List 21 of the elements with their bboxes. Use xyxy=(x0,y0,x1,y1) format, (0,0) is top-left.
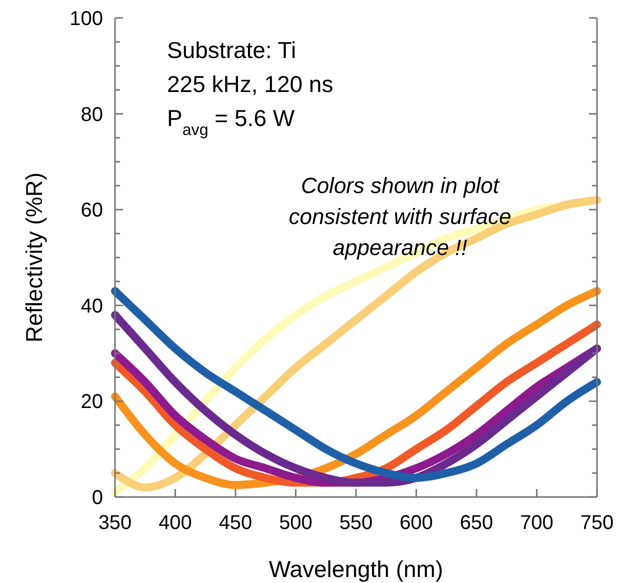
x-tick-label: 350 xyxy=(98,512,132,534)
x-tick-label: 400 xyxy=(158,512,192,534)
annotation: Colors shown in plot consistent with surface appearance !! xyxy=(288,173,512,260)
x-tick-label: 450 xyxy=(218,512,252,534)
x-tick-label: 700 xyxy=(520,512,554,534)
y-tick-label: 40 xyxy=(80,295,103,318)
annotation: P$_{avg}$ = 5.6 W xyxy=(167,105,295,139)
annotation: Substrate: Ti xyxy=(167,37,296,63)
y-axis-title: Reflectivity (%R) xyxy=(21,172,47,342)
y-tick-label: 80 xyxy=(80,104,103,126)
y-tick-label: 60 xyxy=(80,200,103,222)
x-tick-label: 750 xyxy=(580,512,614,534)
x-tick-label: 600 xyxy=(400,512,433,534)
annotation: 225 kHz, 120 ns xyxy=(167,71,334,97)
x-tick-label: 550 xyxy=(339,512,373,534)
x-axis-title: Wavelength (nm) xyxy=(268,556,444,582)
y-tick-label: 100 xyxy=(70,8,103,30)
x-tick-label: 650 xyxy=(460,512,494,534)
y-tick-label: 20 xyxy=(80,391,103,414)
y-tick-label: 0 xyxy=(92,487,103,509)
x-tick-label: 500 xyxy=(279,512,312,534)
